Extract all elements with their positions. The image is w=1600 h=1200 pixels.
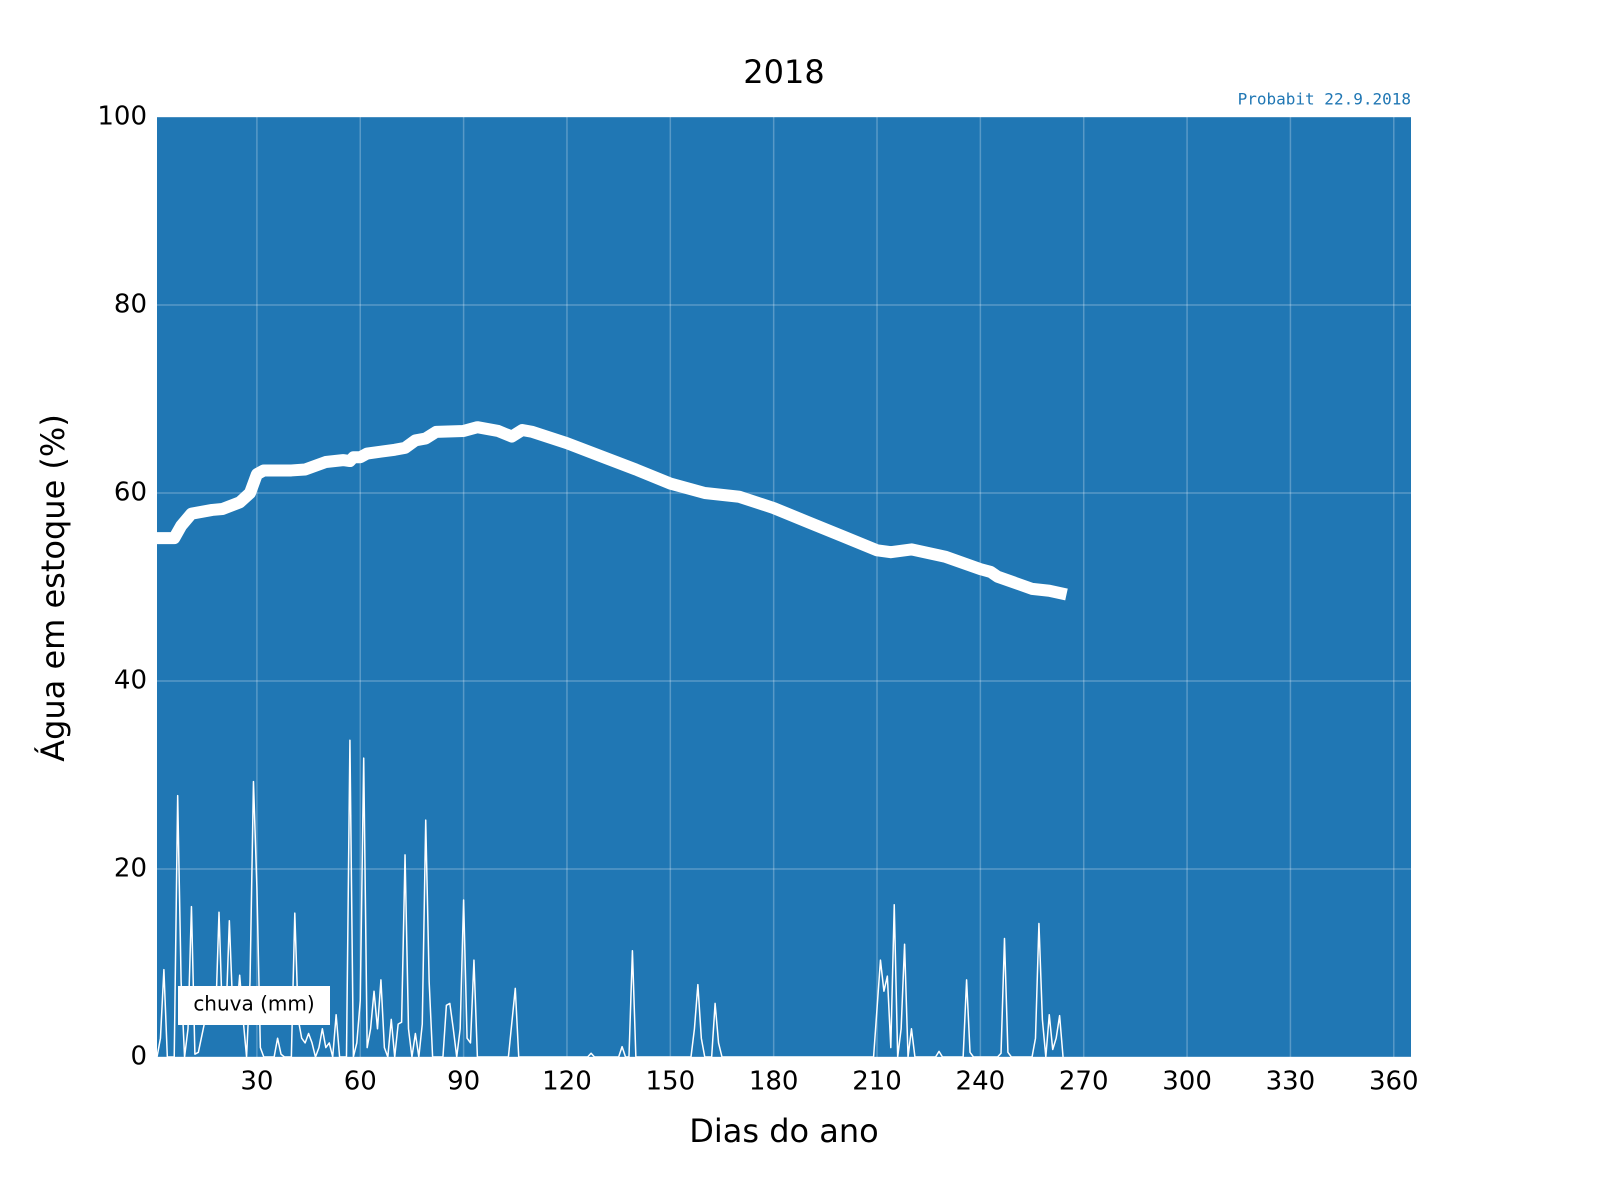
x-tick-label: 90 bbox=[447, 1067, 480, 1097]
y-tick-label: 20 bbox=[114, 854, 147, 884]
y-tick-label: 80 bbox=[114, 290, 147, 320]
x-tick-label: 30 bbox=[240, 1067, 273, 1097]
x-tick-label: 360 bbox=[1369, 1067, 1419, 1097]
legend-box bbox=[178, 986, 330, 1025]
x-axis-label: Dias do ano bbox=[689, 1112, 879, 1150]
x-tick-label: 240 bbox=[956, 1067, 1006, 1097]
legend-label: chuva (mm) bbox=[193, 992, 314, 1016]
x-tick-label: 120 bbox=[542, 1067, 592, 1097]
chart-title: 2018 bbox=[743, 53, 824, 91]
x-tick-label: 180 bbox=[749, 1067, 799, 1097]
y-tick-label: 100 bbox=[97, 102, 147, 132]
annotation: Probabit 22.9.2018 bbox=[1238, 90, 1411, 109]
y-tick-label: 60 bbox=[114, 478, 147, 508]
x-tick-label: 270 bbox=[1059, 1067, 1109, 1097]
plot-area bbox=[157, 117, 1411, 1057]
series-line bbox=[156, 739, 1064, 1058]
x-tick-label: 330 bbox=[1266, 1067, 1316, 1097]
x-tick-label: 150 bbox=[645, 1067, 695, 1097]
x-tick-label: 300 bbox=[1162, 1067, 1212, 1097]
y-tick-label: 40 bbox=[114, 666, 147, 696]
x-tick-label: 60 bbox=[344, 1067, 377, 1097]
series-line bbox=[157, 421, 1068, 601]
x-tick-label: 210 bbox=[852, 1067, 902, 1097]
y-axis-label: Água em estoque (%) bbox=[34, 414, 72, 762]
y-tick-label: 0 bbox=[130, 1042, 147, 1072]
